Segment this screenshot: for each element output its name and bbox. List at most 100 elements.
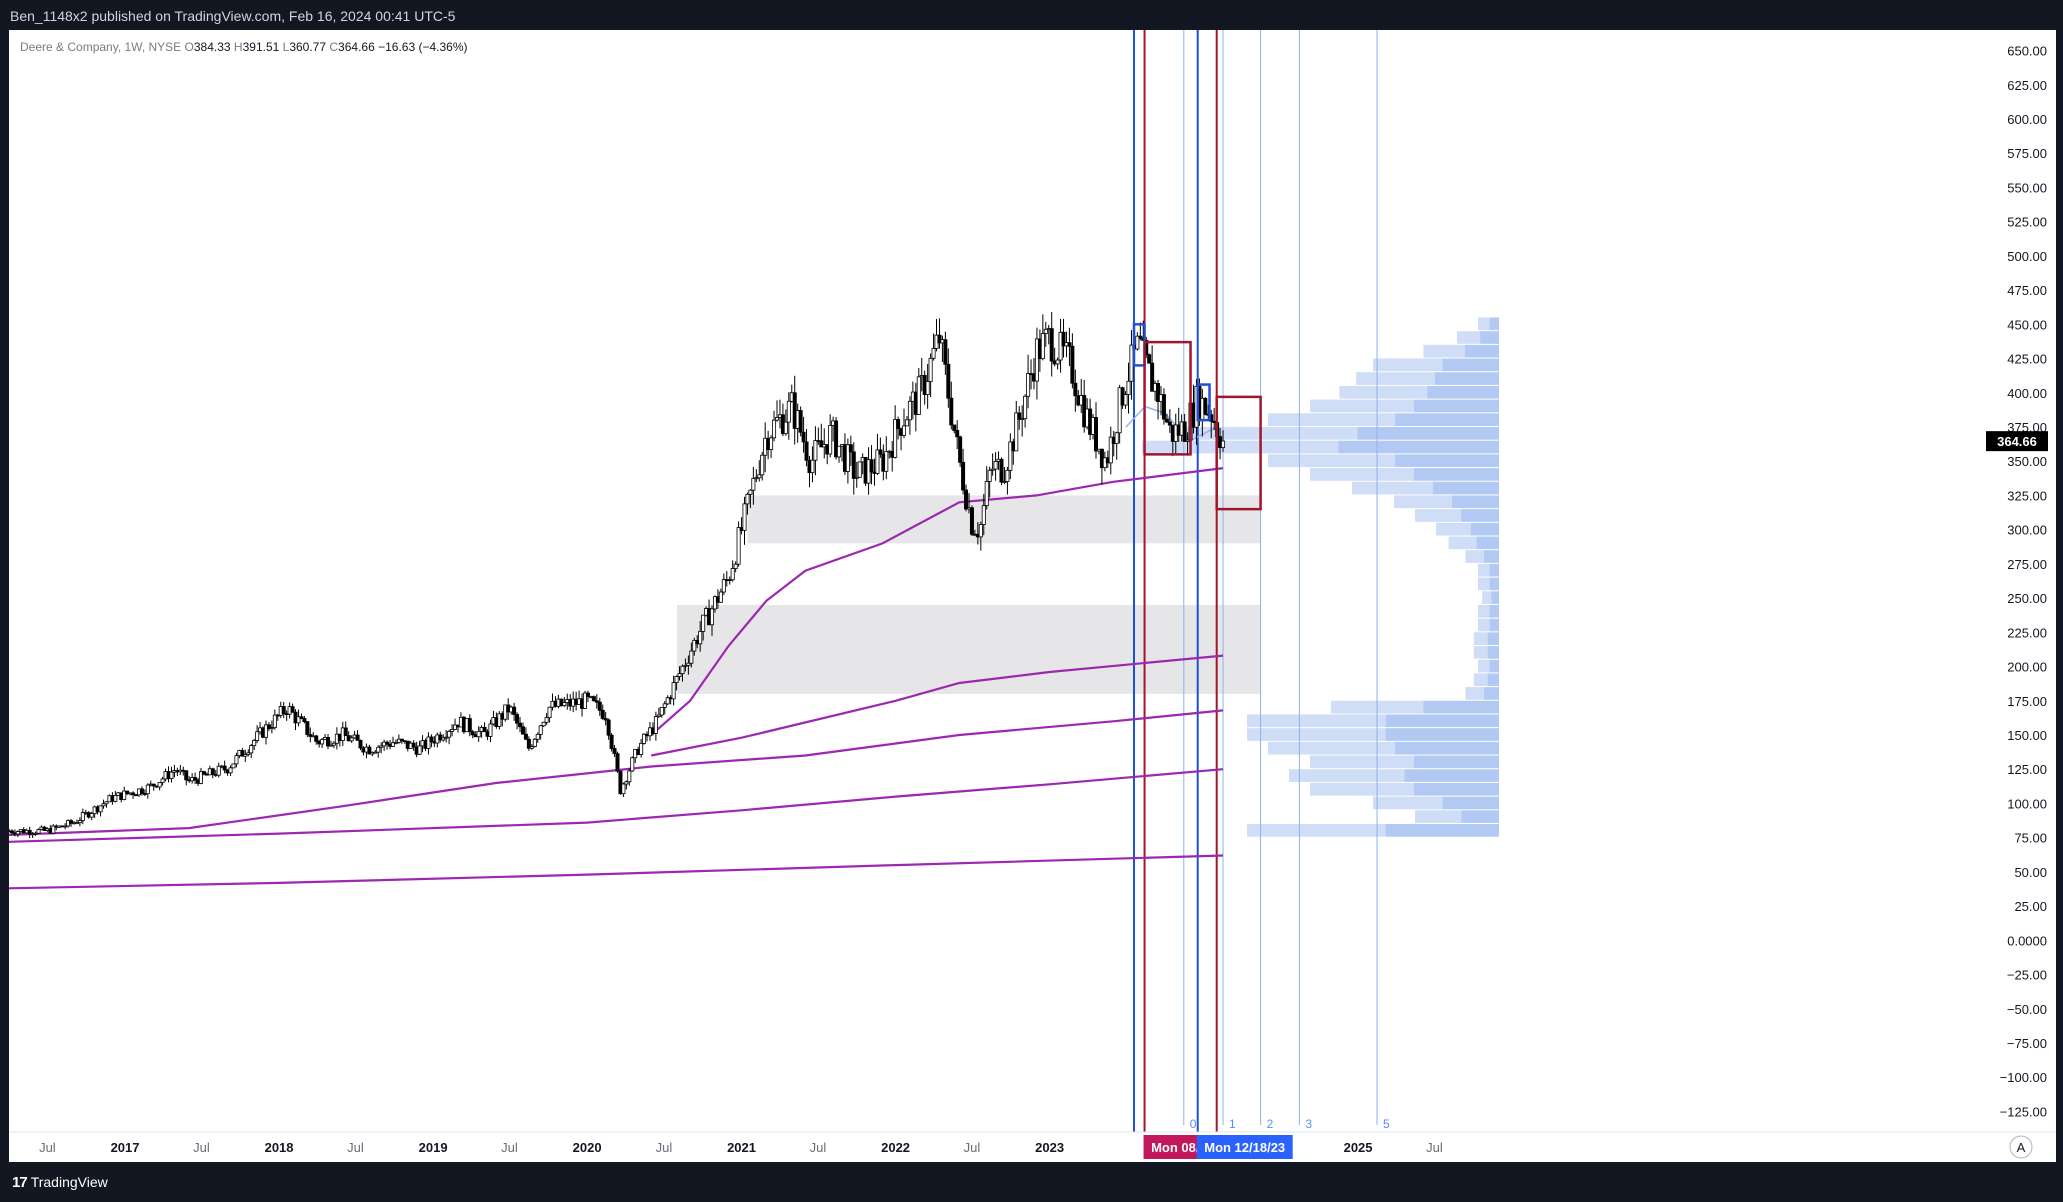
volume-bar-down-10 bbox=[1395, 454, 1499, 468]
volume-bar-up-8 bbox=[1184, 426, 1358, 440]
tradingview-logo[interactable]: 17 TradingView bbox=[12, 1174, 108, 1191]
candle-body bbox=[801, 431, 806, 443]
candle-body bbox=[615, 753, 620, 772]
candle-body bbox=[810, 459, 815, 474]
candle-body bbox=[1117, 387, 1122, 434]
candle-body bbox=[978, 524, 983, 538]
volume-bar-down-3 bbox=[1442, 358, 1499, 372]
candle-body bbox=[665, 697, 670, 705]
legend-open: 384.33 bbox=[193, 40, 231, 54]
candle-body bbox=[376, 746, 381, 753]
time-tick-1: 2017 bbox=[111, 1140, 140, 1155]
volume-bar-down-37 bbox=[1385, 823, 1499, 837]
volume-bar-down-20 bbox=[1491, 591, 1499, 604]
candle-body bbox=[535, 733, 540, 740]
tradingview-brand: TradingView bbox=[30, 1174, 108, 1190]
candle-body bbox=[1070, 345, 1075, 384]
candle-body bbox=[1147, 354, 1152, 364]
volume-bar-down-11 bbox=[1413, 468, 1499, 481]
price-tick-5: 525.00 bbox=[2007, 215, 2047, 230]
volume-bar-down-24 bbox=[1487, 646, 1499, 659]
candle-body bbox=[819, 440, 824, 448]
candle-body bbox=[878, 449, 883, 455]
volume-bar-down-27 bbox=[1483, 687, 1499, 700]
candle-body bbox=[1161, 394, 1166, 420]
candle-body bbox=[949, 397, 954, 426]
candle-body bbox=[89, 813, 94, 818]
price-tick-4: 550.00 bbox=[2007, 180, 2047, 195]
candle-body bbox=[701, 614, 706, 632]
candle-body bbox=[964, 489, 969, 510]
fib-time-label-1: 1 bbox=[1229, 1117, 1236, 1131]
time-tick-5: 2019 bbox=[419, 1140, 448, 1155]
candle-body bbox=[1026, 373, 1031, 397]
candle-body bbox=[358, 739, 363, 749]
legend-change: −16.63 (−4.36%) bbox=[378, 40, 468, 54]
candle-body bbox=[201, 771, 206, 775]
candle-body bbox=[828, 425, 833, 455]
candle-body bbox=[642, 733, 647, 744]
candle-body bbox=[981, 505, 986, 525]
axis-date-text-1: Mon 12/18/23 bbox=[1204, 1140, 1285, 1155]
price-tick-16: 250.00 bbox=[2007, 591, 2047, 606]
candle-body bbox=[943, 339, 948, 365]
volume-bar-down-26 bbox=[1487, 673, 1499, 687]
candle-body bbox=[857, 461, 862, 478]
volume-bar-down-29 bbox=[1385, 714, 1499, 728]
candle-body bbox=[198, 771, 203, 784]
candle-body bbox=[1034, 338, 1039, 382]
candle-body bbox=[497, 713, 502, 727]
candle-body bbox=[730, 568, 735, 581]
candle-body bbox=[467, 718, 472, 733]
candle-body bbox=[9, 830, 14, 834]
price-tick-19: 175.00 bbox=[2007, 694, 2047, 709]
volume-bar-down-2 bbox=[1464, 344, 1499, 358]
chart-frame[interactable]: 0 1 2 3 5 650.00 625.00 600.00 575.00 550.00 525.0… bbox=[9, 30, 2056, 1162]
candle-body bbox=[928, 357, 933, 382]
candle-body bbox=[51, 825, 56, 834]
candle-body bbox=[639, 742, 644, 755]
price-chart[interactable]: 0 1 2 3 5 650.00 625.00 600.00 575.00 550.00 525.0… bbox=[9, 30, 2056, 1162]
price-tick-9: 425.00 bbox=[2007, 352, 2047, 367]
candle-body bbox=[246, 752, 251, 755]
candle-body bbox=[618, 770, 623, 795]
candle-body bbox=[990, 468, 995, 471]
legend-close-label: C bbox=[329, 40, 339, 54]
candle-body bbox=[296, 716, 301, 724]
axis-date-badge-1 bbox=[1196, 1135, 1293, 1159]
candle-body bbox=[733, 563, 738, 569]
symbol-legend: Deere & Company, 1W, NYSE O384.33 H391.5… bbox=[20, 40, 468, 54]
volume-bar-up-31 bbox=[1268, 741, 1396, 755]
candle-body bbox=[804, 441, 809, 461]
candle-body bbox=[308, 734, 313, 737]
volume-bar-down-5 bbox=[1427, 385, 1499, 399]
candle-body bbox=[845, 444, 850, 472]
price-axis[interactable] bbox=[1499, 30, 2056, 1162]
candle-body bbox=[320, 739, 325, 745]
candle-body bbox=[547, 706, 552, 719]
candle-body bbox=[659, 706, 664, 716]
support-zone-0 bbox=[747, 495, 1261, 544]
candle-body bbox=[786, 400, 791, 423]
auto-scale-button[interactable] bbox=[2009, 1135, 2033, 1159]
volume-bar-down-19 bbox=[1489, 577, 1499, 591]
candle-body bbox=[222, 765, 227, 771]
volume-bar-up-23 bbox=[1473, 632, 1488, 646]
candle-body bbox=[151, 783, 156, 787]
volume-bar-up-14 bbox=[1415, 509, 1462, 522]
candle-body bbox=[1203, 397, 1208, 415]
candle-body bbox=[255, 731, 260, 741]
candle-body bbox=[367, 746, 372, 755]
candle-body bbox=[399, 738, 404, 742]
volume-bar-up-21 bbox=[1478, 604, 1490, 618]
candle-body bbox=[544, 717, 549, 723]
volume-bar-up-11 bbox=[1310, 468, 1414, 481]
candle-body bbox=[1185, 439, 1190, 442]
price-tick-1: 625.00 bbox=[2007, 78, 2047, 93]
volume-bar-up-27 bbox=[1465, 687, 1484, 700]
candle-body bbox=[893, 419, 898, 458]
candle-body bbox=[98, 805, 103, 813]
volume-bar-down-34 bbox=[1413, 782, 1499, 796]
candle-body bbox=[379, 745, 384, 748]
volume-bar-up-26 bbox=[1473, 673, 1488, 687]
